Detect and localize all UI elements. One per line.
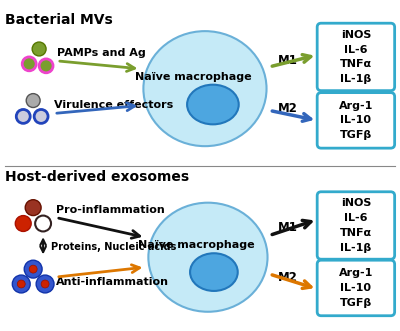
Text: Arg-1
IL-10
TGFβ: Arg-1 IL-10 TGFβ bbox=[339, 268, 373, 308]
Circle shape bbox=[22, 57, 36, 71]
Circle shape bbox=[24, 260, 42, 278]
Circle shape bbox=[15, 215, 31, 231]
Text: Arg-1
IL-10
TGFβ: Arg-1 IL-10 TGFβ bbox=[339, 101, 373, 140]
Text: Pro-inflammation: Pro-inflammation bbox=[56, 205, 165, 214]
Ellipse shape bbox=[143, 31, 266, 146]
Circle shape bbox=[16, 110, 30, 123]
Circle shape bbox=[12, 275, 30, 293]
Circle shape bbox=[35, 215, 51, 231]
Circle shape bbox=[17, 280, 25, 288]
Text: Naïve macrophage: Naïve macrophage bbox=[135, 72, 251, 82]
FancyBboxPatch shape bbox=[317, 260, 395, 316]
Circle shape bbox=[25, 200, 41, 215]
Circle shape bbox=[41, 280, 49, 288]
Text: M1: M1 bbox=[278, 221, 297, 234]
Text: Naïve macrophage: Naïve macrophage bbox=[138, 240, 254, 250]
Text: Virulence effectors: Virulence effectors bbox=[54, 100, 173, 110]
Text: Proteins, Nucleic acids: Proteins, Nucleic acids bbox=[51, 242, 176, 252]
Text: M2: M2 bbox=[278, 270, 297, 284]
Text: M2: M2 bbox=[278, 102, 297, 115]
FancyBboxPatch shape bbox=[317, 93, 395, 148]
Circle shape bbox=[39, 59, 53, 73]
Text: Bacterial MVs: Bacterial MVs bbox=[5, 13, 113, 27]
Text: Anti-inflammation: Anti-inflammation bbox=[56, 277, 169, 287]
Ellipse shape bbox=[190, 253, 238, 291]
Ellipse shape bbox=[187, 85, 239, 124]
Text: iNOS
IL-6
TNFα
IL-1β: iNOS IL-6 TNFα IL-1β bbox=[340, 30, 372, 84]
FancyBboxPatch shape bbox=[317, 23, 395, 91]
Circle shape bbox=[29, 265, 37, 273]
FancyBboxPatch shape bbox=[317, 192, 395, 259]
Ellipse shape bbox=[148, 203, 268, 312]
Text: Host-derived exosomes: Host-derived exosomes bbox=[5, 170, 190, 184]
Text: M1: M1 bbox=[278, 54, 297, 68]
Text: iNOS
IL-6
TNFα
IL-1β: iNOS IL-6 TNFα IL-1β bbox=[340, 198, 372, 253]
Circle shape bbox=[36, 275, 54, 293]
Text: PAMPs and Ag: PAMPs and Ag bbox=[57, 48, 146, 58]
Circle shape bbox=[32, 42, 46, 56]
Circle shape bbox=[34, 110, 48, 123]
Circle shape bbox=[26, 94, 40, 108]
